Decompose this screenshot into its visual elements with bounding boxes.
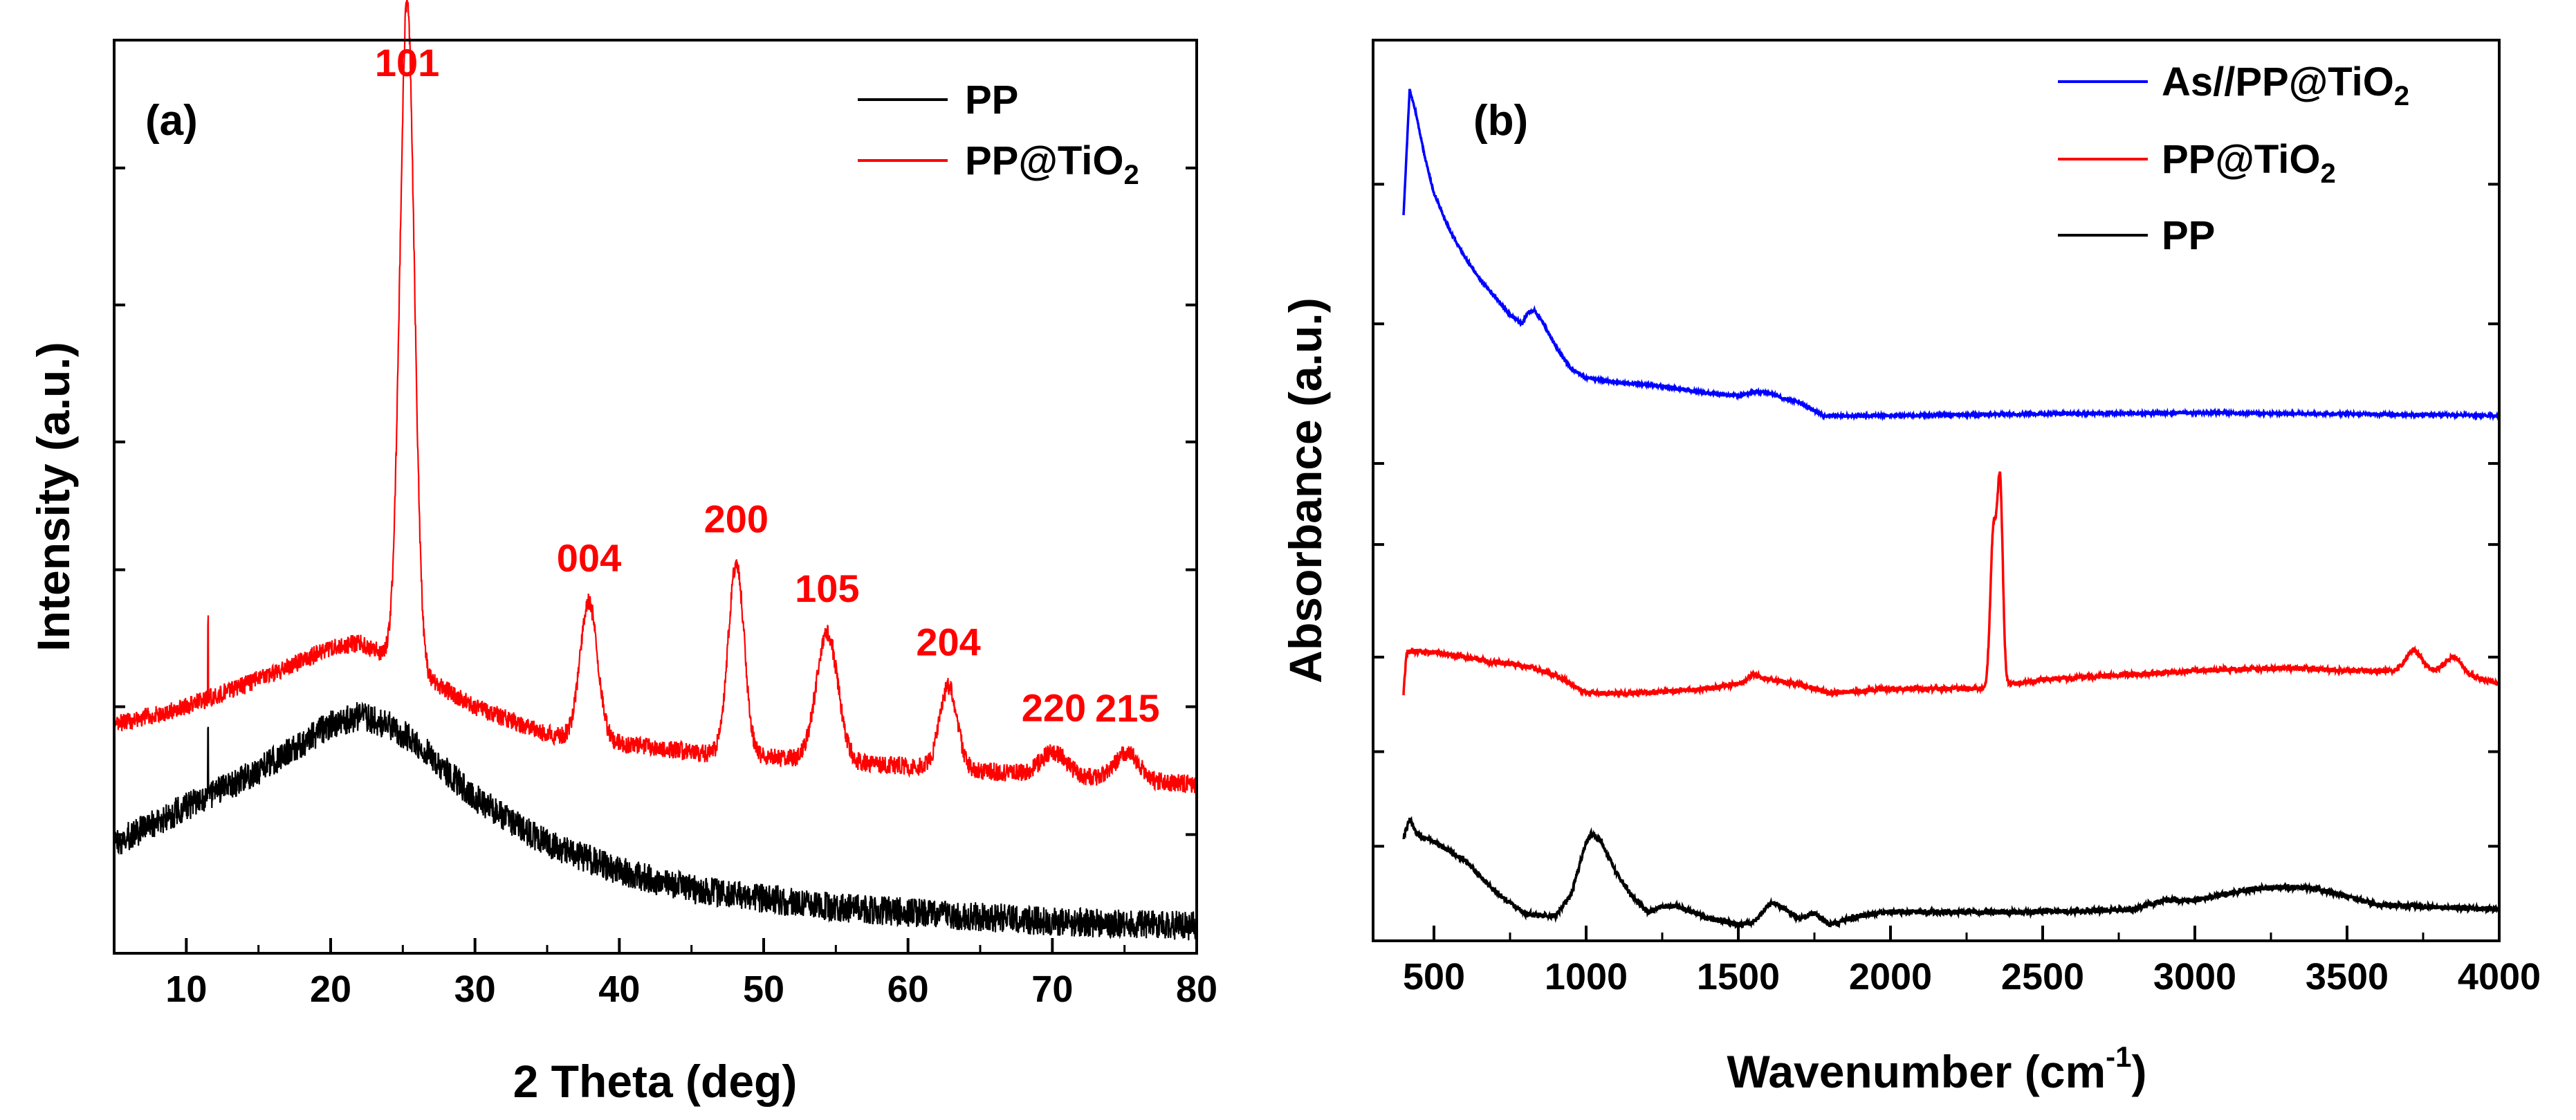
panel-b-x-axis-label: Wavenumber (cm-1) <box>1727 1040 2146 1097</box>
legend-subscript: 2 <box>2321 158 2336 189</box>
panel-b-x-tick-label: 1500 <box>1697 956 1780 998</box>
panel-a-peak-label-004: 004 <box>557 536 621 580</box>
panel-b-x-tick-label: 4000 <box>2458 956 2541 998</box>
panel-b-legend-label-pptio2: PP@TiO2 <box>2162 137 2336 189</box>
panel-b-x-tick-label: 500 <box>1403 956 1465 998</box>
panel-b-y-axis-label: Absorbance (a.u.) <box>1280 297 1331 683</box>
panel-b-series-line-as-pp-tio2 <box>1402 89 2501 422</box>
legend-subscript: 2 <box>2394 81 2409 111</box>
panel-a-peak-label-204: 204 <box>916 620 980 663</box>
panel-b-legend-label-as-pptio2: As//PP@TiO2 <box>2162 59 2409 111</box>
panel-b-x-tick-label: 3000 <box>2153 956 2236 998</box>
panel-a-x-tick-label: 40 <box>598 968 640 1010</box>
legend-subscript: 2 <box>1124 160 1139 190</box>
panel-a-plot-frame <box>113 39 1198 955</box>
panel-b-x-axis-superscript: -1 <box>2106 1040 2131 1073</box>
panel-b-legend-label-pp: PP <box>2162 213 2215 258</box>
panel-b-series-line-pp <box>1402 816 2501 930</box>
panel-b-x-tick-label: 1000 <box>1545 956 1628 998</box>
panel-a-x-tick-label: 80 <box>1176 968 1217 1010</box>
panel-a-x-tick-label: 60 <box>887 968 929 1010</box>
panel-a-legend-label-pp: PP <box>965 77 1018 122</box>
panel-b-legend: As//PP@TiO2 PP@TiO2 PP <box>2058 59 2409 258</box>
panel-a-peak-label-200: 200 <box>704 497 769 540</box>
panel-a-peak-label-220: 220 <box>1022 686 1086 730</box>
panel-a-x-tick-label: 20 <box>310 968 351 1010</box>
panel-b-x-tick-label: 2500 <box>2001 956 2084 998</box>
panel-a-x-tick-label: 70 <box>1031 968 1073 1010</box>
panel-b-series-line-pp-tio2 <box>1402 471 2501 699</box>
panel-b-x-tick-label: 2000 <box>1849 956 1932 998</box>
panel-b-plot-frame <box>1372 39 2501 942</box>
panel-a-x-tick-label: 10 <box>165 968 207 1010</box>
panel-a-legend: PP PP@TiO2 <box>858 77 1139 190</box>
panel-a-peak-label-101: 101 <box>375 41 439 84</box>
panel-a-y-axis-label: Intensity (a.u.) <box>28 342 79 651</box>
panel-a-xrd-chart: 101 004 200 105 204 220 215 10 20 30 40 50 60 70 80 (… <box>28 0 1217 1107</box>
panel-a-x-axis-label: 2 Theta (deg) <box>513 1056 798 1107</box>
panel-a-x-tick-label: 50 <box>743 968 784 1010</box>
panel-a-series-line-pp-tio2 <box>113 0 1198 793</box>
panel-b-label: (b) <box>1473 97 1528 145</box>
panel-a-x-tick-label: 30 <box>454 968 496 1010</box>
panel-b-x-tick-label: 3500 <box>2306 956 2389 998</box>
panel-a-peak-label-215: 215 <box>1095 686 1159 730</box>
panel-a-label: (a) <box>145 97 198 145</box>
panel-a-series-line-pp <box>113 701 1198 941</box>
panel-b-ftir-chart: 500 1000 1500 2000 2500 3000 3500 4000 (b) Wave… <box>1280 39 2541 1097</box>
panel-a-legend-label-pptio2: PP@TiO2 <box>965 138 1139 190</box>
panel-a-peak-label-105: 105 <box>795 567 859 610</box>
